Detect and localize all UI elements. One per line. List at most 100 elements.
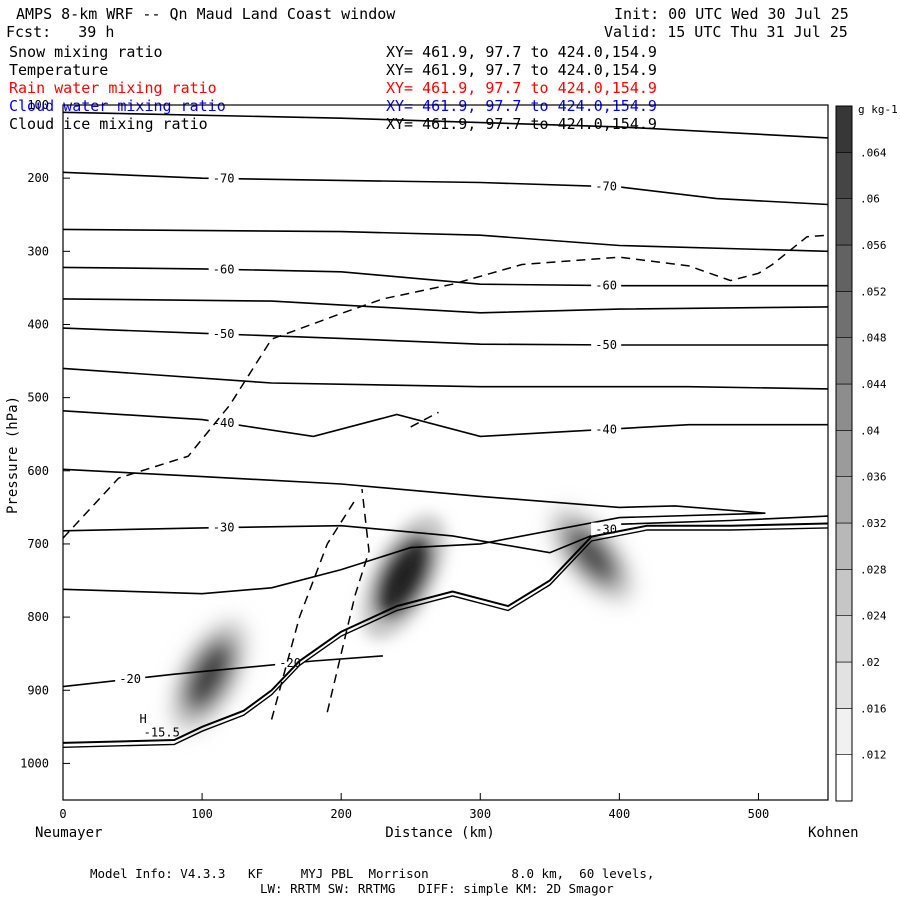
colorbar-bin	[835, 198, 853, 246]
isotherm-label: -20	[279, 656, 301, 670]
temperature-contour	[62, 468, 766, 595]
terrain-surface-shadow	[62, 527, 829, 748]
isotherm-label: -30	[213, 521, 235, 535]
valid-time: Valid: 15 UTC Thu 31 Jul 25	[604, 23, 848, 41]
colorbar-bin	[835, 708, 853, 755]
x-tick-label: 200	[330, 807, 352, 821]
colorbar-tick-label: .048	[860, 332, 887, 345]
isotherm-label-gap	[208, 262, 239, 277]
colorbar-tick-label: .028	[860, 563, 887, 576]
axes-layer: 0 100 200 300 400 500 100 200 300 400 500 600 700 800…	[20, 98, 829, 821]
field-coordinates: XY= 461.9, 97.7 to 424.0,154.9	[386, 97, 657, 115]
field-coordinates: XY= 461.9, 97.7 to 424.0,154.9	[386, 43, 657, 61]
terrain-surface	[62, 522, 829, 744]
colorbar-tick-label: .06	[860, 193, 880, 206]
colorbar-tick-label: .012	[860, 749, 887, 762]
field-coordinates: XY= 461.9, 97.7 to 424.0,154.9	[386, 61, 657, 79]
colorbar-bin	[835, 105, 853, 153]
isotherm-label-gap	[591, 337, 622, 352]
y-tick-label: 300	[27, 244, 49, 258]
colorbar-tick-label: .04	[860, 424, 880, 437]
init-time: Init: 00 UTC Wed 30 Jul 25	[614, 5, 849, 23]
colorbar-tick-label: .032	[860, 517, 887, 530]
isotherm-label: -50	[595, 338, 617, 352]
isotherm-label: -60	[595, 279, 617, 293]
colorbar-frame	[835, 105, 853, 802]
mixing-ratio-maximum	[550, 508, 633, 602]
forecast-hour: Fcst: 39 h	[6, 23, 115, 41]
shaded-layer	[171, 508, 633, 732]
field-name: Cloud water mixing ratio	[9, 97, 226, 115]
isotherm-label-gap	[591, 179, 622, 194]
colorbar-tick-label: .056	[860, 239, 887, 252]
x-tick-label: 300	[469, 807, 491, 821]
isotherm	[62, 266, 828, 287]
colorbar-tick-label: .016	[860, 702, 887, 715]
colorbar-bin	[835, 615, 853, 663]
x-tick-label: 100	[191, 807, 213, 821]
temperature-contour	[62, 367, 829, 390]
right-endpoint-label: Kohnen	[808, 825, 859, 841]
y-tick-label: 1000	[20, 756, 49, 770]
temperature-contour	[62, 298, 829, 314]
field-coordinates: XY= 461.9, 97.7 to 424.0,154.9	[386, 79, 657, 97]
field-name: Cloud ice mixing ratio	[9, 115, 208, 133]
temperature-contour	[62, 228, 829, 253]
isotherm-label-gap	[208, 520, 239, 535]
y-tick-label: 200	[27, 171, 49, 185]
field-name: Temperature	[9, 61, 109, 79]
colorbar-bin	[835, 661, 853, 709]
colorbar-bin	[835, 337, 853, 385]
isotherm-label-gap	[591, 278, 622, 293]
colorbar-tick-label: .044	[860, 378, 887, 391]
colorbar: .012 .016 .02 .024 .028 .032 .036 .04 .044 .048 .0…	[835, 105, 887, 802]
mixing-ratio-maximum	[360, 514, 447, 640]
x-axis-label: Distance (km)	[385, 825, 495, 841]
isotherm-label: -60	[213, 262, 235, 276]
colorbar-tick-label: .024	[860, 610, 887, 623]
isotherm-label-gap	[208, 415, 239, 430]
model-info: Model Info: V4.3.3 KF MYJ PBL Morrison 8…	[90, 866, 655, 881]
colorbar-bin	[835, 244, 853, 292]
colorbar-tick-label: .036	[860, 471, 887, 484]
field-name: Snow mixing ratio	[9, 43, 163, 61]
isotherm-label-gap	[115, 672, 146, 687]
isotherm	[62, 171, 829, 206]
cloud-ice-contour	[270, 499, 356, 720]
isotherm-label: -20	[119, 672, 141, 686]
chart-title: AMPS 8-km WRF -- Qn Maud Land Coast wind…	[16, 5, 396, 23]
mixing-ratio-maximum	[171, 619, 247, 732]
left-endpoint-label: Neumayer	[35, 825, 102, 841]
y-tick-label: 500	[27, 391, 49, 405]
y-axis-label: Pressure (hPa)	[5, 396, 21, 514]
temperature-contour	[62, 111, 829, 139]
x-tick-label: 0	[59, 807, 66, 821]
colorbar-bin	[835, 569, 853, 616]
isotherm-label-gap	[208, 171, 239, 186]
cloud-ice-contour	[62, 234, 829, 539]
y-tick-label: 800	[27, 610, 49, 624]
colorbar-bin	[835, 522, 853, 570]
x-tick-label: 400	[609, 807, 631, 821]
isotherm-label: -70	[595, 180, 617, 194]
plot-frame	[62, 104, 829, 801]
colorbar-tick-label: .052	[860, 285, 887, 298]
cloud-ice-contour	[326, 489, 370, 713]
y-tick-label: 100	[27, 98, 49, 112]
isotherm	[62, 410, 828, 438]
isotherm-label: -70	[213, 171, 235, 185]
cloud-ice-contour	[410, 411, 439, 428]
model-physics: LW: RRTM SW: RRTMG DIFF: simple KM: 2D S…	[260, 881, 614, 896]
chart-annotation: -15.5	[144, 725, 180, 739]
colorbar-bin	[835, 152, 853, 199]
colorbar-tick-label: .02	[860, 656, 880, 669]
x-tick-label: 500	[748, 807, 770, 821]
field-name: Rain water mixing ratio	[9, 79, 217, 97]
colorbar-bin	[835, 476, 853, 524]
y-tick-label: 600	[27, 464, 49, 478]
contour-layer: -70-70-60-60-50-50-40 -40-30 -30-20-20H-15…	[62, 111, 829, 748]
colorbar-bin	[835, 754, 853, 802]
isotherm	[62, 327, 828, 346]
y-tick-label: 400	[27, 317, 49, 331]
